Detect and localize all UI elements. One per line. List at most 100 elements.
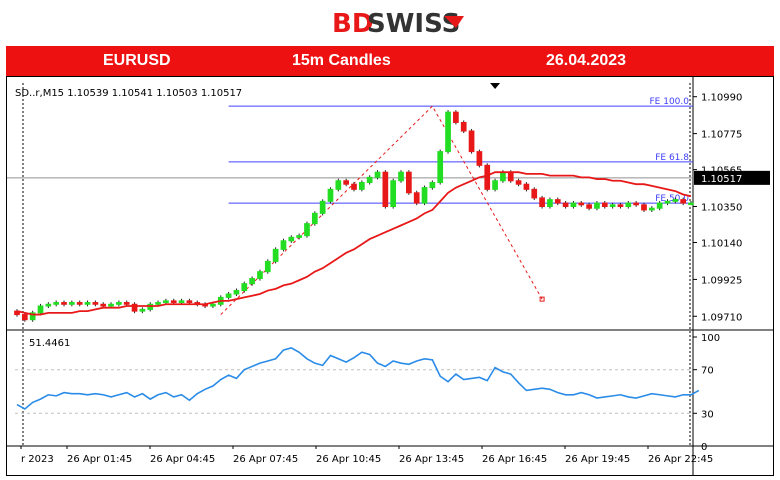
- current-price-label: 1.10517: [701, 174, 742, 185]
- candle-body: [249, 278, 255, 285]
- candle-body: [374, 171, 381, 178]
- candle-body: [61, 302, 67, 305]
- brand-text-right: SWISS: [367, 9, 460, 38]
- time-tick-label: 26 Apr 16:45: [482, 454, 547, 465]
- time-tick-label: 26 Apr 07:45: [233, 454, 298, 465]
- moving-average-line: [16, 171, 692, 316]
- price-tick-label: 1.09925: [701, 275, 742, 286]
- chart-frame: SD..r,M15 1.10539 1.10541 1.10503 1.1051…: [6, 76, 774, 476]
- candle-body: [123, 302, 130, 305]
- candle-body: [366, 176, 373, 183]
- candle-body: [163, 300, 169, 304]
- candle-body: [500, 171, 506, 182]
- indicator-line: [16, 347, 700, 410]
- time-tick-label: 26 Apr 10:45: [316, 454, 381, 465]
- fibonacci-projection-line: [220, 105, 543, 315]
- candle-body: [84, 302, 91, 305]
- candle-body: [358, 181, 365, 190]
- candle-body: [390, 180, 397, 208]
- candle-body: [92, 302, 99, 305]
- candle-body: [257, 271, 263, 280]
- candle-body: [578, 202, 585, 206]
- candle-body: [633, 202, 639, 206]
- candle-body: [648, 207, 655, 211]
- chart-svg: SD..r,M15 1.10539 1.10541 1.10503 1.1051…: [7, 77, 773, 475]
- time-tick-label: 26 Apr 04:45: [150, 454, 215, 465]
- fibonacci-level-label: FE 50.0: [655, 194, 689, 204]
- indicator-tick-label: 30: [701, 409, 714, 420]
- candle-body: [641, 204, 647, 211]
- candle-body: [570, 202, 577, 207]
- symbol-label: EURUSD: [103, 52, 171, 69]
- candle-body: [476, 151, 483, 166]
- brand-text-left: BD: [332, 9, 373, 38]
- candle-body: [155, 302, 161, 305]
- candle-body: [131, 303, 138, 312]
- candle-body: [382, 171, 389, 207]
- candle-body: [680, 199, 687, 204]
- candle-body: [29, 312, 36, 321]
- candle-body: [170, 300, 177, 304]
- candle-body: [319, 200, 326, 214]
- candle-body: [672, 199, 679, 202]
- candle-body: [264, 260, 271, 273]
- price-tick-label: 1.10990: [701, 93, 742, 104]
- candle-body: [445, 111, 451, 153]
- candle-body: [617, 204, 624, 207]
- bar-marker-icon: [490, 83, 501, 89]
- candle-body: [280, 240, 287, 250]
- time-tick-label: r 2023: [21, 454, 54, 465]
- candle-body: [304, 223, 310, 237]
- candle-body: [468, 130, 475, 153]
- candle-body: [272, 248, 279, 262]
- candle-body: [413, 192, 420, 204]
- candle-body: [335, 180, 342, 190]
- candle-body: [601, 202, 608, 207]
- candle-body: [178, 300, 185, 304]
- brand-logo: BD SWISS: [0, 6, 780, 39]
- candle-body: [484, 164, 491, 190]
- candle-body: [76, 302, 83, 305]
- candle-body: [453, 111, 459, 123]
- candle-body: [100, 303, 107, 307]
- price-tick-label: 1.10775: [701, 130, 742, 141]
- candle-body: [664, 200, 671, 204]
- candle-body: [406, 171, 412, 194]
- candle-body: [507, 171, 514, 182]
- date-label: 26.04.2023: [546, 52, 627, 69]
- candle-body: [531, 188, 538, 199]
- price-tick-label: 1.10350: [701, 203, 742, 214]
- indicator-value-label: 51.4461: [29, 338, 70, 349]
- candle-body: [539, 197, 545, 208]
- candle-body: [45, 303, 52, 307]
- candle-body: [460, 121, 467, 132]
- time-tick-label: 26 Apr 22:45: [648, 454, 713, 465]
- time-tick-label: 26 Apr 19:45: [565, 454, 630, 465]
- candle-body: [351, 183, 357, 190]
- candle-body: [547, 199, 553, 207]
- candle-body: [327, 188, 334, 202]
- candle-body: [139, 308, 146, 312]
- candle-body: [421, 187, 428, 204]
- candle-body: [562, 202, 569, 207]
- candle-body: [594, 202, 600, 209]
- current-price-badge: [694, 170, 770, 185]
- header-banner: EURUSD 15m Candles 26.04.2023: [6, 46, 774, 76]
- indicator-tick-label: 70: [701, 366, 714, 377]
- chart-info-line: SD..r,M15 1.10539 1.10541 1.10503 1.1051…: [15, 88, 242, 99]
- candle-body: [523, 183, 530, 190]
- timeframe-label: 15m Candles: [292, 52, 391, 69]
- candle-body: [492, 180, 498, 190]
- candle-body: [688, 202, 694, 206]
- candle-body: [429, 181, 436, 189]
- candle-body: [37, 305, 44, 314]
- candle-body: [398, 171, 404, 182]
- candle-body: [586, 204, 592, 209]
- candle-body: [225, 293, 232, 298]
- candle-body: [288, 236, 295, 242]
- candle-body: [343, 180, 350, 185]
- price-tick-label: 1.09710: [701, 312, 742, 323]
- candle-body: [233, 290, 240, 295]
- candle-body: [609, 204, 616, 207]
- candle-body: [21, 314, 28, 321]
